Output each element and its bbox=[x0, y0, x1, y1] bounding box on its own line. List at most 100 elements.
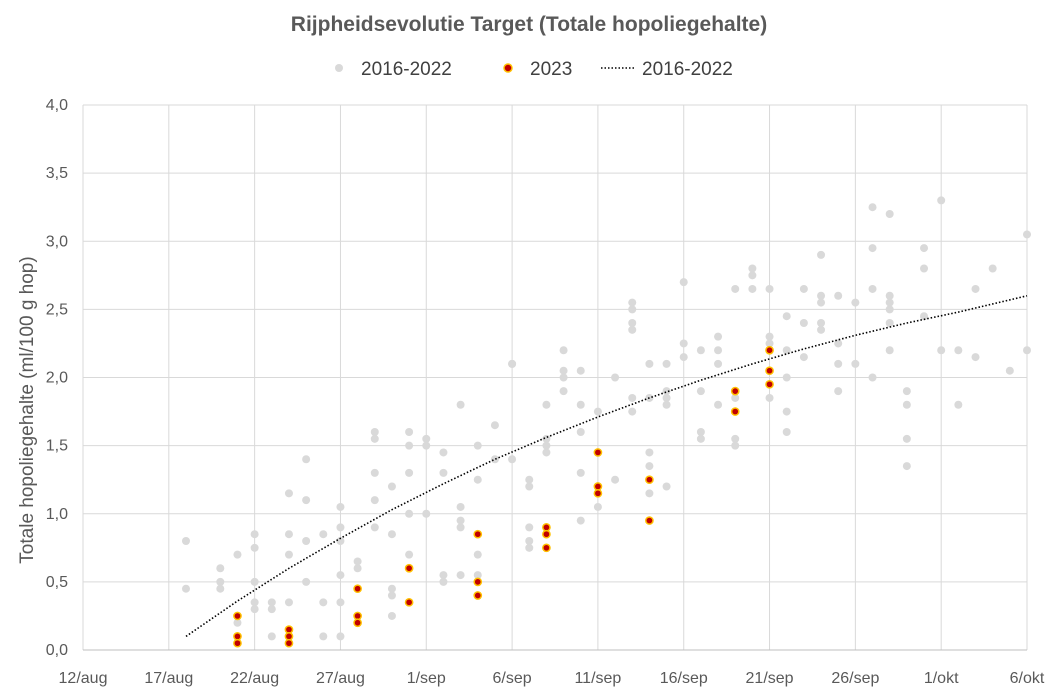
data-point-2016-2022 bbox=[216, 577, 225, 586]
x-tick-label: 16/sep bbox=[660, 670, 708, 687]
data-point-2016-2022 bbox=[559, 373, 568, 382]
data-point-2016-2022 bbox=[181, 537, 190, 545]
data-point-2016-2022 bbox=[250, 605, 259, 614]
data-point-2016-2022 bbox=[731, 393, 740, 402]
legend-label-2023: 2023 bbox=[530, 59, 572, 80]
data-point-2016-2022 bbox=[422, 441, 431, 450]
data-point-2016-2022 bbox=[885, 319, 894, 327]
data-point-2016-2022 bbox=[731, 441, 740, 450]
data-point-2016-2022 bbox=[748, 264, 757, 273]
data-point-2016-2022 bbox=[920, 312, 929, 321]
legend-item-historic: 2016-2022 bbox=[335, 59, 452, 80]
data-point-2016-2022 bbox=[508, 455, 517, 464]
data-point-2016-2022 bbox=[405, 441, 414, 450]
trendline-path bbox=[185, 295, 1028, 638]
data-point-2016-2022 bbox=[662, 359, 671, 368]
data-point-2023 bbox=[233, 611, 242, 621]
data-point-2023 bbox=[645, 475, 654, 485]
data-point-2016-2022 bbox=[542, 434, 551, 443]
data-point-2016-2022 bbox=[405, 550, 414, 559]
data-point-2016-2022 bbox=[542, 400, 551, 409]
data-point-2016-2022 bbox=[370, 428, 379, 436]
x-tick-label: 21/sep bbox=[746, 670, 794, 687]
data-point-2016-2022 bbox=[456, 502, 465, 511]
data-point-2016-2022 bbox=[387, 584, 396, 593]
data-point-2016-2022 bbox=[319, 632, 328, 641]
data-point-2016-2022 bbox=[799, 319, 808, 327]
data-point-2016-2022 bbox=[267, 598, 276, 607]
data-point-2016-2022 bbox=[679, 278, 688, 287]
data-point-2016-2022 bbox=[559, 387, 568, 396]
data-point-2016-2022 bbox=[250, 577, 259, 586]
data-point-2016-2022 bbox=[834, 291, 843, 300]
data-point-2016-2022 bbox=[799, 353, 808, 362]
data-point-2016-2022 bbox=[216, 584, 225, 593]
series-2016-2022 bbox=[181, 196, 1031, 641]
x-tick-label: 22/aug bbox=[230, 670, 279, 687]
data-point-2016-2022 bbox=[233, 618, 242, 627]
data-point-2016-2022 bbox=[937, 196, 946, 205]
data-point-2016-2022 bbox=[714, 346, 723, 355]
data-point-2016-2022 bbox=[817, 325, 826, 334]
data-point-2016-2022 bbox=[628, 319, 637, 327]
data-point-2023 bbox=[353, 618, 362, 628]
data-point-2016-2022 bbox=[782, 407, 791, 416]
data-point-2023 bbox=[542, 543, 551, 553]
data-point-2023 bbox=[542, 529, 551, 539]
data-point-2023 bbox=[473, 577, 483, 587]
data-point-2016-2022 bbox=[714, 400, 723, 409]
data-point-2023 bbox=[730, 386, 740, 396]
data-point-2016-2022 bbox=[628, 407, 637, 416]
data-point-2016-2022 bbox=[782, 428, 791, 436]
x-tick-label: 6/sep bbox=[493, 670, 532, 687]
data-point-2016-2022 bbox=[851, 359, 860, 368]
x-tick-label: 11/sep bbox=[574, 670, 621, 687]
y-tick-label: 1,5 bbox=[46, 438, 68, 455]
data-point-2016-2022 bbox=[902, 462, 911, 471]
data-point-2016-2022 bbox=[456, 523, 465, 532]
data-point-2016-2022 bbox=[439, 448, 448, 457]
data-point-2016-2022 bbox=[868, 244, 877, 253]
data-point-2016-2022 bbox=[405, 468, 414, 477]
data-point-2016-2022 bbox=[834, 387, 843, 396]
data-point-2016-2022 bbox=[765, 284, 774, 293]
data-point-2016-2022 bbox=[422, 509, 431, 518]
y-tick-label: 1,0 bbox=[46, 506, 68, 523]
data-point-2016-2022 bbox=[885, 291, 894, 300]
x-tick-label: 1/okt bbox=[924, 670, 959, 687]
data-point-2023 bbox=[765, 345, 774, 355]
data-point-2016-2022 bbox=[559, 346, 568, 355]
data-point-2016-2022 bbox=[284, 550, 293, 559]
data-point-2016-2022 bbox=[1023, 346, 1031, 355]
data-point-2016-2022 bbox=[336, 571, 345, 580]
data-point-2023 bbox=[284, 638, 294, 648]
data-point-2016-2022 bbox=[405, 428, 414, 436]
y-tick-label: 4,0 bbox=[46, 97, 68, 114]
data-point-2016-2022 bbox=[662, 482, 671, 491]
data-point-2016-2022 bbox=[576, 516, 585, 525]
data-point-2016-2022 bbox=[1005, 366, 1014, 375]
x-tick-label: 27/aug bbox=[316, 670, 365, 687]
data-point-2016-2022 bbox=[662, 400, 671, 409]
data-point-2016-2022 bbox=[284, 489, 293, 498]
data-point-2016-2022 bbox=[628, 305, 637, 314]
data-point-2016-2022 bbox=[902, 434, 911, 443]
data-point-2016-2022 bbox=[782, 312, 791, 321]
x-tick-label: 17/aug bbox=[144, 670, 193, 687]
data-point-2016-2022 bbox=[525, 482, 534, 491]
legend-label-trendline: 2016-2022 bbox=[642, 59, 733, 80]
y-tick-label: 0,5 bbox=[46, 574, 68, 591]
data-point-2016-2022 bbox=[731, 284, 740, 293]
data-point-2016-2022 bbox=[971, 353, 980, 362]
data-point-2016-2022 bbox=[576, 400, 585, 409]
data-point-2016-2022 bbox=[250, 530, 259, 539]
data-point-2016-2022 bbox=[954, 346, 963, 355]
data-point-2016-2022 bbox=[696, 387, 705, 396]
data-point-2023 bbox=[473, 529, 483, 539]
data-point-2016-2022 bbox=[782, 373, 791, 382]
data-point-2016-2022 bbox=[456, 400, 465, 409]
data-point-2016-2022 bbox=[525, 543, 534, 552]
data-point-2023 bbox=[353, 584, 362, 594]
data-point-2016-2022 bbox=[405, 509, 414, 518]
